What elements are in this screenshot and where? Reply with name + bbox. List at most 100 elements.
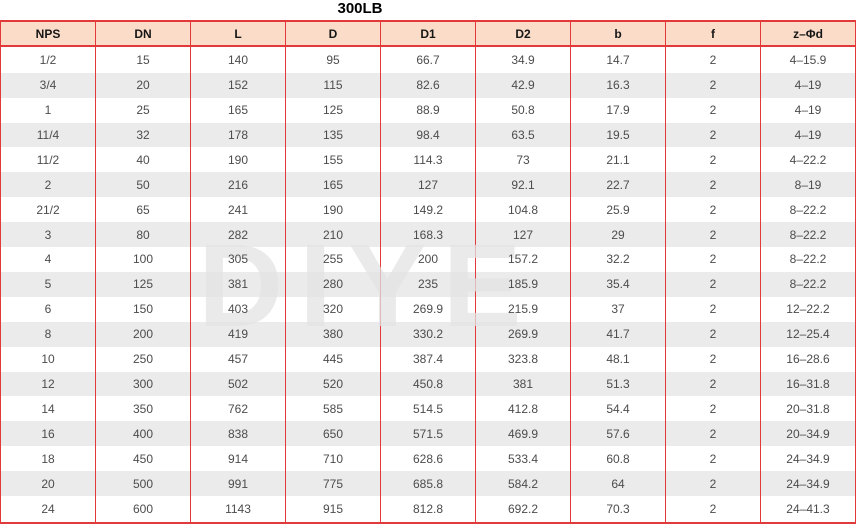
table-row: 14 350 762 585 514.5 412.8 54.4 2 20–31.8 [0, 396, 856, 422]
table-cell: 48.1 [570, 346, 666, 372]
table-cell: 2 [665, 346, 761, 372]
table-cell: 3 [0, 222, 96, 248]
table-cell: 88.9 [380, 97, 476, 123]
table-cell: 24–41.3 [760, 496, 856, 523]
table-cell: 41.7 [570, 321, 666, 347]
table-cell: 280 [285, 271, 381, 297]
table-body: 1/2 15 140 95 66.7 34.9 14.7 2 4–15.9 3/4 20 152 115… [0, 46, 856, 523]
table-cell: 812.8 [380, 496, 476, 523]
table-cell: 403 [190, 296, 286, 322]
table-row: 1/2 15 140 95 66.7 34.9 14.7 2 4–15.9 [0, 46, 856, 73]
table-cell: 282 [190, 222, 286, 248]
table-cell: 24–34.9 [760, 446, 856, 472]
table-row: 8 200 419 380 330.2 269.9 41.7 2 12–25.4 [0, 321, 856, 347]
table-row: 2 50 216 165 127 92.1 22.7 2 8–19 [0, 172, 856, 198]
table-cell: 20–31.8 [760, 396, 856, 422]
table-cell: 10 [0, 346, 96, 372]
table-cell: 20 [0, 471, 96, 497]
table-cell: 330.2 [380, 321, 476, 347]
table-row: 3/4 20 152 115 82.6 42.9 16.3 2 4–19 [0, 72, 856, 98]
table-cell: 37 [570, 296, 666, 322]
table-cell: 915 [285, 496, 381, 523]
table-cell: 16.3 [570, 72, 666, 98]
column-header: D1 [380, 20, 476, 47]
table-cell: 1143 [190, 496, 286, 523]
table-cell: 2 [665, 371, 761, 397]
table-cell: 200 [95, 321, 191, 347]
table-row: 24 600 1143 915 812.8 692.2 70.3 2 24–41.3 [0, 496, 856, 523]
table-cell: 11/2 [0, 147, 96, 173]
table-cell: 35.4 [570, 271, 666, 297]
table-cell: 63.5 [475, 122, 571, 148]
table-cell: 149.2 [380, 197, 476, 223]
table-cell: 250 [95, 346, 191, 372]
table-cell: 2 [665, 446, 761, 472]
table-row: 5 125 381 280 235 185.9 35.4 2 8–22.2 [0, 271, 856, 297]
table-cell: 8–19 [760, 172, 856, 198]
table-cell: 838 [190, 421, 286, 447]
table-cell: 34.9 [475, 46, 571, 73]
table-cell: 387.4 [380, 346, 476, 372]
table-cell: 21/2 [0, 197, 96, 223]
table-cell: 2 [665, 147, 761, 173]
table-cell: 320 [285, 296, 381, 322]
table-cell: 500 [95, 471, 191, 497]
table-cell: 350 [95, 396, 191, 422]
table-cell: 190 [285, 197, 381, 223]
table-cell: 60.8 [570, 446, 666, 472]
table-cell: 400 [95, 421, 191, 447]
table-cell: 157.2 [475, 247, 571, 272]
table-header-row: NPS DN L D D1 D2 b f z–Φd [0, 20, 856, 47]
table-cell: 73 [475, 147, 571, 173]
table-cell: 2 [665, 247, 761, 272]
table-cell: 8–22.2 [760, 197, 856, 223]
table-cell: 14.7 [570, 46, 666, 73]
table-cell: 150 [95, 296, 191, 322]
table-cell: 1 [0, 97, 96, 123]
table-cell: 628.6 [380, 446, 476, 472]
table-cell: 165 [190, 97, 286, 123]
table-cell: 2 [665, 197, 761, 223]
column-header: b [570, 20, 666, 47]
table-row: 21/2 65 241 190 149.2 104.8 25.9 2 8–22.2 [0, 197, 856, 223]
column-header: D [285, 20, 381, 47]
table-cell: 450.8 [380, 371, 476, 397]
table-row: 11/2 40 190 155 114.3 73 21.1 2 4–22.2 [0, 147, 856, 173]
table-cell: 2 [665, 396, 761, 422]
table-cell: 50.8 [475, 97, 571, 123]
table-cell: 419 [190, 321, 286, 347]
table-cell: 127 [475, 222, 571, 248]
column-header: D2 [475, 20, 571, 47]
table-cell: 140 [190, 46, 286, 73]
table-cell: 381 [475, 371, 571, 397]
table-cell: 2 [665, 172, 761, 198]
table-cell: 3/4 [0, 72, 96, 98]
table-cell: 15 [95, 46, 191, 73]
table-cell: 2 [665, 122, 761, 148]
table-cell: 991 [190, 471, 286, 497]
table-cell: 40 [95, 147, 191, 173]
table-cell: 4–19 [760, 97, 856, 123]
table-cell: 2 [665, 296, 761, 322]
table-cell: 64 [570, 471, 666, 497]
column-header: z–Φd [760, 20, 856, 47]
table-cell: 32.2 [570, 247, 666, 272]
table-cell: 255 [285, 247, 381, 272]
table-row: 12 300 502 520 450.8 381 51.3 2 16–31.8 [0, 371, 856, 397]
table-cell: 200 [380, 247, 476, 272]
table-cell: 100 [95, 247, 191, 272]
table-cell: 8 [0, 321, 96, 347]
table-cell: 114.3 [380, 147, 476, 173]
table-cell: 57.6 [570, 421, 666, 447]
table-cell: 216 [190, 172, 286, 198]
table-cell: 241 [190, 197, 286, 223]
table-cell: 152 [190, 72, 286, 98]
table-cell: 585 [285, 396, 381, 422]
column-header: DN [95, 20, 191, 47]
table-cell: 8–22.2 [760, 222, 856, 248]
table-cell: 323.8 [475, 346, 571, 372]
flange-dimensions-table: NPS DN L D D1 D2 b f z–Φd 1/2 15 140 95 66.7 34.9 14.7… [0, 20, 856, 524]
table-cell: 92.1 [475, 172, 571, 198]
table-cell: 685.8 [380, 471, 476, 497]
